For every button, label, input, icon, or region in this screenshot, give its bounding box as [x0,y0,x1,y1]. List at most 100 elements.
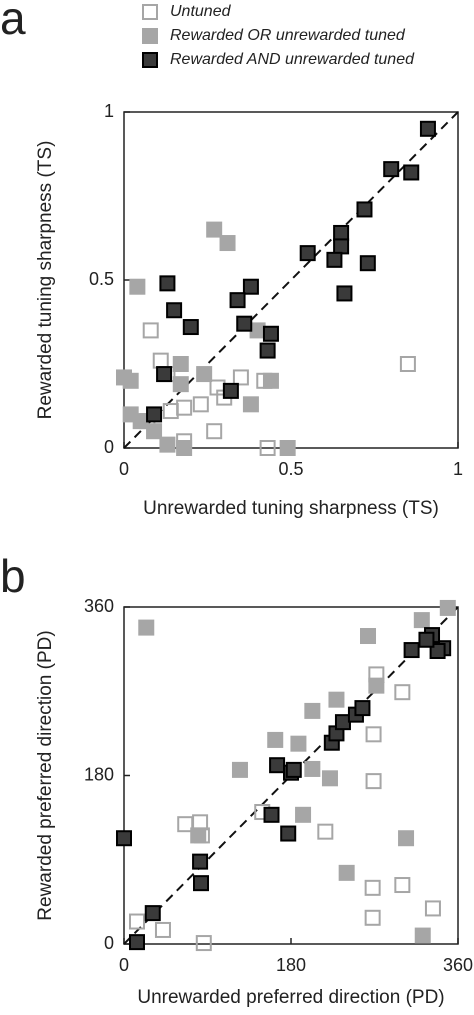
y-axis-label: Rewarded preferred direction (PD) [35,630,56,920]
scatter-point [190,827,207,844]
scatter-point [359,255,376,272]
scatter-point [263,806,280,823]
scatter-point [222,382,239,399]
scatter-point [321,770,338,787]
scatter-point [394,684,411,701]
scatter-point [128,934,145,951]
scatter-point [334,714,351,731]
scatter-point [176,440,193,456]
scatter-point [242,396,259,413]
scatter-point [304,760,321,777]
scatter-point [269,757,286,774]
y-tick-label: 0.5 [89,269,114,289]
scatter-point [195,935,212,952]
scatter-point [162,403,179,420]
scatter-point [249,322,266,339]
scatter-point [399,356,416,372]
scatter-point [176,399,193,416]
legend-marker [142,52,158,68]
scatter-point [290,735,307,752]
scatter-point [128,913,145,930]
scatter-point [424,900,441,917]
scatter-point [259,342,276,359]
legend-marker [142,4,158,20]
panel-label: b [0,550,26,602]
scatter-point [192,396,209,413]
scatter-point [206,423,223,440]
x-tick-label: 360 [443,955,473,975]
diagonal [123,606,459,945]
x-axis-label: Unrewarded preferred direction (PD) [137,987,444,1008]
scatter-point [159,275,176,292]
scatter-point [206,221,223,238]
scatter-point [172,376,189,393]
x-tick-label: 180 [276,955,306,975]
panel-label: a [0,0,26,44]
scatter-point [354,700,371,717]
scatter-point [232,369,249,386]
scatter-point [418,631,435,648]
scatter-point [398,830,415,847]
scatter-point [154,921,171,938]
scatter-point [383,161,400,178]
scatter-point [156,366,173,383]
scatter-point [439,599,456,616]
scatter-point [419,120,436,137]
scatter-point [299,245,316,262]
scatter-point [360,628,377,645]
scatter-point [152,352,169,369]
scatter-point [182,319,199,336]
scatter-point [262,325,279,342]
scatter-point [193,875,210,892]
scatter-point [192,814,209,831]
scatter-point [172,356,189,372]
x-tick-label: 0 [119,955,129,975]
x-tick-label: 1 [453,459,463,479]
scatter-point [279,440,296,456]
scatter-point [364,879,381,896]
scatter-point [285,761,302,778]
scatter-point [192,853,209,870]
scatter-point [365,773,382,790]
scatter-point [338,864,355,881]
legend-label: Rewarded OR unrewarded tuned [170,27,406,44]
y-tick-label: 180 [84,764,114,784]
scatter-point [414,927,431,944]
legend-label: Rewarded AND unrewarded tuned [170,51,415,68]
scatter-point [116,830,132,847]
scatter-point [132,413,149,430]
x-tick-label: 0 [119,459,129,479]
x-axis-label: Unrewarded tuning sharpness (TS) [143,498,439,519]
scatter-point [262,372,279,389]
scatter-point [146,406,163,423]
y-tick-label: 0 [104,437,114,457]
scatter-point [231,761,248,778]
scatter-point [364,909,381,926]
scatter-point [333,238,350,255]
scatter-point [159,436,176,453]
scatter-point [280,825,297,842]
scatter-point [142,322,159,339]
scatter-point [328,691,345,708]
scatter-point [144,905,161,922]
scatter-point [122,372,139,389]
scatter-point [326,251,343,268]
scatter-point [317,823,334,840]
legend-marker [142,28,158,44]
scatter-point [403,164,420,181]
scatter-point [368,677,385,694]
scatter-point [394,877,411,894]
scatter-point [177,816,194,833]
y-tick-label: 360 [84,596,114,616]
scatter-point [295,806,312,823]
scatter-point [196,366,213,383]
scatter-point [166,302,183,319]
scatter-point [403,642,420,659]
y-axis-label: Rewarded tuning sharpness (TS) [35,141,56,420]
scatter-point [236,315,253,332]
scatter-point [146,423,163,440]
scatter-point [242,278,259,295]
legend-label: Untuned [170,3,232,20]
scatter-point [219,235,236,252]
y-tick-label: 1 [104,101,114,121]
